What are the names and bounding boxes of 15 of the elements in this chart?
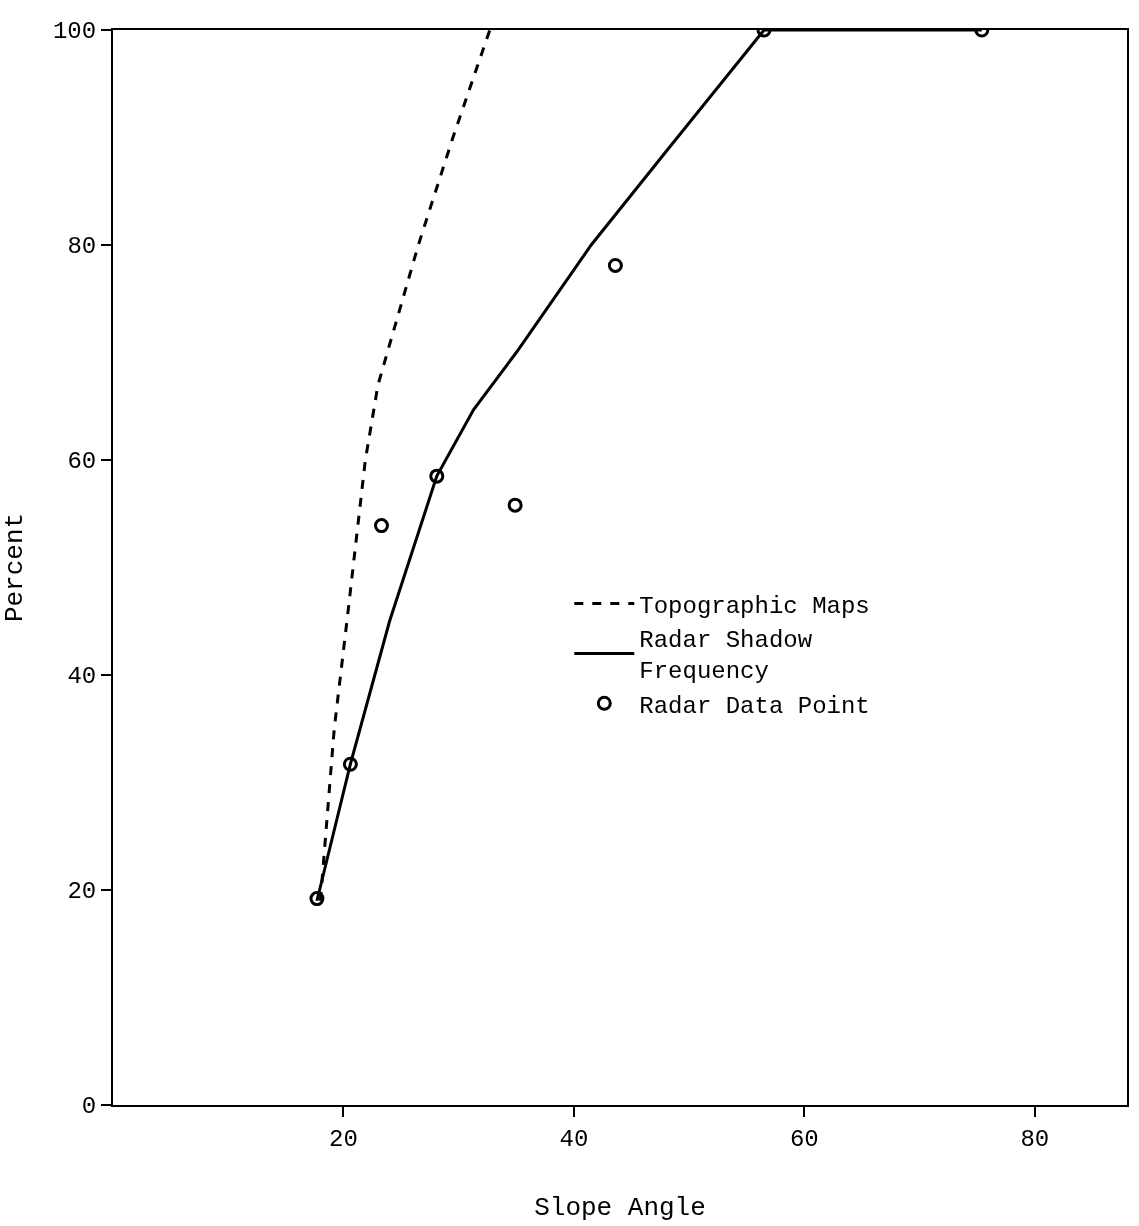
y-tick-label: 60 xyxy=(67,448,97,476)
x-tick-label: 40 xyxy=(559,1125,589,1153)
legend-label: Topographic Maps xyxy=(639,592,870,620)
x-tick-label: 80 xyxy=(1020,1125,1050,1153)
x-axis-title: Slope Angle xyxy=(534,1193,706,1223)
x-tick-label: 60 xyxy=(789,1125,819,1153)
legend-label: Radar Shadow Frequency xyxy=(639,627,813,686)
x-tick-label: 20 xyxy=(329,1125,358,1153)
legend-label: Radar Data Point xyxy=(639,692,870,720)
y-axis-title: Percent xyxy=(0,512,30,623)
y-tick-label: 0 xyxy=(81,1093,97,1121)
y-tick-label: 20 xyxy=(67,878,97,906)
y-tick-label: 40 xyxy=(67,663,97,691)
y-tick-label: 80 xyxy=(67,233,97,261)
y-tick-label: 100 xyxy=(52,18,97,46)
